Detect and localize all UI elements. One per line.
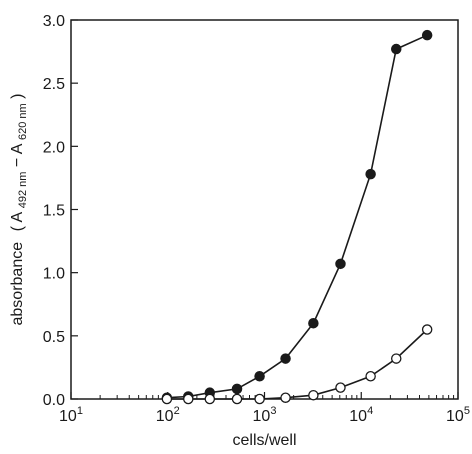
series-2-point [161, 393, 173, 405]
series-1-point [231, 383, 243, 395]
series-2-point [390, 353, 402, 364]
y-tick-label: 0.5 [43, 329, 65, 346]
x-axis-ticks: 101 102 103 104 105 [59, 392, 470, 425]
series-1-point [308, 317, 319, 329]
plot-frame [70, 19, 459, 400]
x-tick-label: 102 [156, 405, 180, 425]
y-tick-label: 1.0 [43, 266, 65, 283]
y-axis-title-a1: A [9, 212, 26, 223]
series-2-point [365, 371, 376, 382]
series-1-point [254, 371, 265, 382]
x-tick-label: 104 [349, 405, 373, 425]
y-tick-label: 3.0 [43, 13, 65, 30]
series-1-point [335, 258, 346, 270]
series-2-point [335, 382, 346, 393]
series-layer [161, 29, 433, 405]
series-2-point [280, 392, 291, 403]
y-axis-title: absorbance ( A 492 nm − A 620 nm ) [9, 93, 30, 325]
series-1-line [166, 34, 428, 399]
series-1-point [365, 168, 376, 180]
y-axis-title-dash: − [9, 158, 26, 167]
y-axis-ticks: 0.0 0.5 1.0 1.5 2.0 2.5 3.0 [43, 13, 78, 409]
series-2-point [254, 393, 265, 405]
y-axis-title-open-paren: ( [9, 225, 26, 231]
series-2-point [231, 393, 243, 405]
y-axis-title-sub2: 620 nm [17, 103, 29, 140]
series-1-point [421, 29, 433, 41]
y-tick-label: 2.5 [43, 76, 65, 93]
y-axis-title-close-paren: ) [9, 93, 26, 98]
series-2-point [183, 393, 194, 405]
y-tick-label: 1.5 [43, 203, 65, 220]
x-tick-label: 103 [253, 405, 277, 425]
y-axis-title-sub1: 492 nm [17, 172, 29, 209]
y-tick-label: 0.0 [43, 392, 65, 409]
series-2-point [421, 324, 433, 335]
series-2-line [166, 328, 428, 400]
y-axis-title-main: absorbance [9, 242, 26, 326]
series-2-point [308, 389, 319, 401]
series-1-point [390, 43, 402, 55]
series-1-point [280, 353, 291, 364]
x-tick-label: 105 [446, 405, 470, 425]
series-2-point [204, 393, 216, 405]
y-tick-label: 2.0 [43, 139, 65, 156]
y-axis-title-a2: A [9, 143, 26, 154]
x-axis-title: cells/well [232, 432, 296, 449]
x-tick-label: 101 [59, 405, 83, 425]
